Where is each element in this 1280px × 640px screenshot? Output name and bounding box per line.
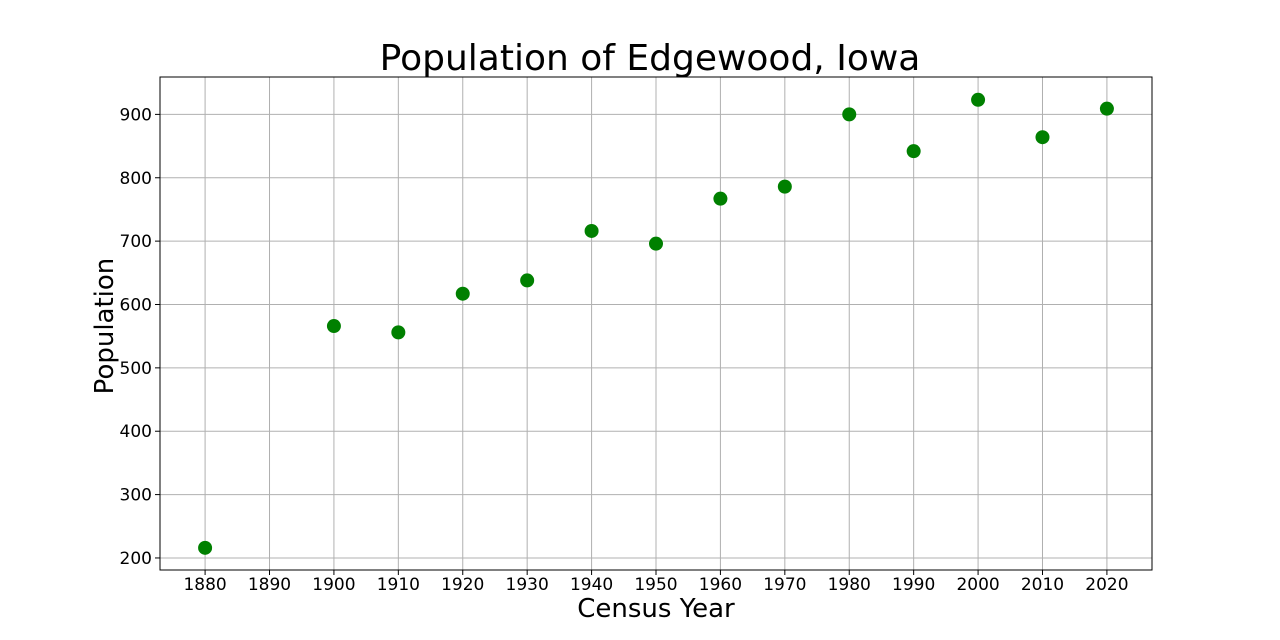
x-tick-label: 1960	[699, 575, 742, 595]
x-tick-label: 1950	[634, 575, 677, 595]
data-point	[1035, 130, 1050, 145]
y-tick-label: 300	[120, 486, 152, 506]
data-point	[649, 236, 663, 251]
x-tick-label: 1900	[312, 575, 355, 595]
y-tick-label: 500	[120, 359, 152, 379]
data-point	[777, 179, 792, 194]
x-tick-label: 2000	[956, 575, 999, 595]
data-point	[906, 144, 921, 159]
data-point	[391, 325, 406, 340]
x-tick-label: 1910	[377, 575, 420, 595]
x-tick-label: 1930	[506, 575, 549, 595]
data-point	[455, 286, 470, 301]
y-tick-label: 700	[120, 232, 152, 252]
x-axis-label: Census Year	[577, 594, 735, 624]
y-tick-label: 600	[120, 295, 152, 315]
data-point	[198, 540, 213, 555]
y-axis-label: Population	[90, 258, 120, 395]
y-tick-label: 200	[120, 549, 152, 569]
data-points	[198, 92, 1114, 555]
x-tick-label: 1890	[248, 575, 291, 595]
x-tick-label: 1940	[570, 575, 613, 595]
data-point	[326, 319, 341, 334]
x-tick-label: 1970	[763, 575, 806, 595]
data-point	[713, 191, 728, 206]
x-tick-label: 1980	[828, 575, 871, 595]
axis-ticks: 1880 1890 1900 1910 1920 1930 1940 1950 1960 1970…	[120, 105, 1129, 595]
x-tick-label: 1880	[183, 575, 226, 595]
x-tick-label: 2020	[1085, 575, 1128, 595]
y-tick-label: 900	[120, 105, 152, 125]
grid	[160, 77, 1152, 570]
y-tick-label: 800	[120, 169, 152, 189]
x-tick-label: 2010	[1021, 575, 1064, 595]
data-point	[971, 92, 986, 107]
chart-title: Population of Edgewood, Iowa	[380, 38, 921, 79]
data-point	[1099, 101, 1114, 116]
data-point	[584, 223, 599, 238]
data-point	[520, 273, 535, 288]
x-tick-label: 1920	[441, 575, 484, 595]
y-tick-label: 400	[120, 422, 152, 442]
data-point	[842, 107, 857, 122]
x-tick-label: 1990	[892, 575, 935, 595]
